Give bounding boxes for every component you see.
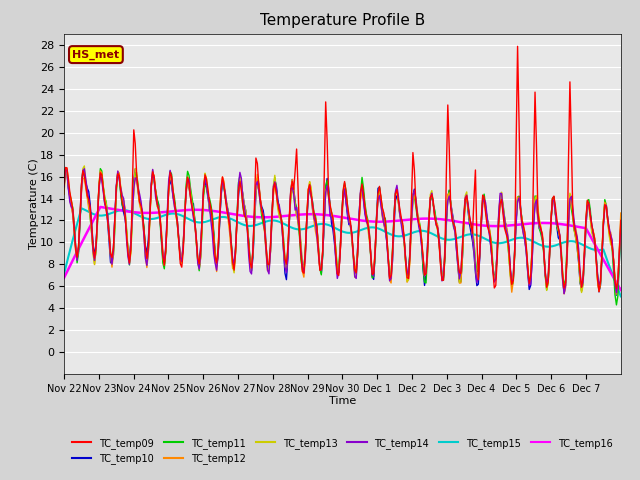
TC_temp16 [60, 275, 68, 281]
TC_temp15 [617, 293, 625, 299]
TC_temp13 [60, 182, 68, 188]
TC_temp12 [541, 271, 549, 276]
Text: HS_met: HS_met [72, 49, 120, 60]
TC_temp09 [97, 170, 104, 176]
TC_temp11 [348, 232, 356, 238]
TC_temp16 [97, 204, 104, 210]
TC_temp09 [79, 168, 87, 174]
TC_temp12 [81, 175, 88, 181]
TC_temp10 [131, 166, 139, 172]
TC_temp09 [346, 219, 354, 225]
Line: TC_temp14: TC_temp14 [64, 169, 621, 294]
TC_temp14 [98, 178, 106, 183]
TC_temp09 [457, 270, 465, 276]
Line: TC_temp11: TC_temp11 [64, 168, 621, 305]
TC_temp15 [77, 205, 85, 211]
TC_temp10 [541, 269, 549, 275]
TC_temp10 [617, 224, 625, 230]
TC_temp16 [614, 282, 621, 288]
TC_temp11 [617, 224, 625, 230]
TC_temp11 [541, 273, 549, 279]
TC_temp13 [616, 251, 623, 256]
TC_temp16 [541, 220, 549, 226]
TC_temp12 [458, 255, 466, 261]
TC_temp11 [612, 302, 620, 308]
TC_temp09 [617, 217, 625, 223]
TC_temp11 [458, 255, 466, 261]
TC_temp09 [541, 269, 549, 275]
TC_temp14 [617, 223, 625, 229]
Line: TC_temp16: TC_temp16 [64, 207, 621, 290]
TC_temp13 [81, 163, 88, 169]
Legend: TC_temp09, TC_temp10, TC_temp11, TC_temp12, TC_temp13, TC_temp14, TC_temp15, TC_: TC_temp09, TC_temp10, TC_temp11, TC_temp… [68, 434, 616, 468]
TC_temp12 [348, 237, 356, 242]
TC_temp13 [578, 289, 586, 295]
TC_temp09 [60, 182, 68, 188]
TC_temp11 [616, 258, 623, 264]
TC_temp16 [348, 216, 356, 222]
TC_temp10 [60, 184, 68, 190]
TC_temp10 [97, 171, 104, 177]
TC_temp15 [81, 207, 88, 213]
TC_temp15 [60, 271, 68, 277]
X-axis label: Time: Time [329, 396, 356, 406]
TC_temp13 [348, 235, 356, 240]
TC_temp12 [612, 291, 620, 297]
TC_temp14 [541, 273, 549, 278]
TC_temp11 [97, 166, 104, 171]
TC_temp13 [617, 220, 625, 226]
TC_temp09 [616, 249, 623, 255]
TC_temp15 [348, 230, 356, 236]
TC_temp14 [616, 250, 623, 255]
Title: Temperature Profile B: Temperature Profile B [260, 13, 425, 28]
TC_temp15 [458, 233, 466, 239]
TC_temp12 [60, 192, 68, 197]
TC_temp10 [348, 234, 356, 240]
TC_temp13 [458, 248, 466, 253]
TC_temp14 [348, 232, 356, 238]
TC_temp10 [458, 256, 466, 262]
TC_temp14 [79, 168, 87, 174]
TC_temp16 [458, 220, 466, 226]
Y-axis label: Temperature (C): Temperature (C) [29, 158, 38, 250]
TC_temp12 [98, 170, 106, 176]
TC_temp09 [514, 44, 522, 49]
TC_temp13 [98, 174, 106, 180]
TC_temp15 [541, 243, 549, 249]
Line: TC_temp15: TC_temp15 [64, 208, 621, 296]
TC_temp13 [79, 166, 87, 171]
TC_temp12 [616, 245, 623, 251]
TC_temp12 [617, 210, 625, 216]
TC_temp11 [79, 168, 87, 174]
TC_temp09 [595, 289, 603, 295]
TC_temp15 [98, 213, 106, 218]
Line: TC_temp10: TC_temp10 [64, 169, 621, 295]
TC_temp14 [560, 291, 568, 297]
TC_temp15 [614, 286, 621, 291]
Line: TC_temp09: TC_temp09 [64, 47, 621, 292]
TC_temp16 [79, 238, 87, 243]
TC_temp16 [98, 204, 106, 210]
TC_temp14 [60, 184, 68, 190]
Line: TC_temp13: TC_temp13 [64, 166, 621, 292]
Line: TC_temp12: TC_temp12 [64, 168, 621, 294]
TC_temp11 [98, 168, 106, 174]
TC_temp12 [63, 165, 71, 171]
TC_temp10 [616, 258, 623, 264]
TC_temp14 [81, 166, 88, 172]
TC_temp11 [60, 185, 68, 191]
TC_temp14 [458, 245, 466, 251]
TC_temp10 [612, 292, 620, 298]
TC_temp10 [79, 167, 87, 172]
TC_temp16 [617, 287, 625, 293]
TC_temp13 [541, 271, 549, 277]
